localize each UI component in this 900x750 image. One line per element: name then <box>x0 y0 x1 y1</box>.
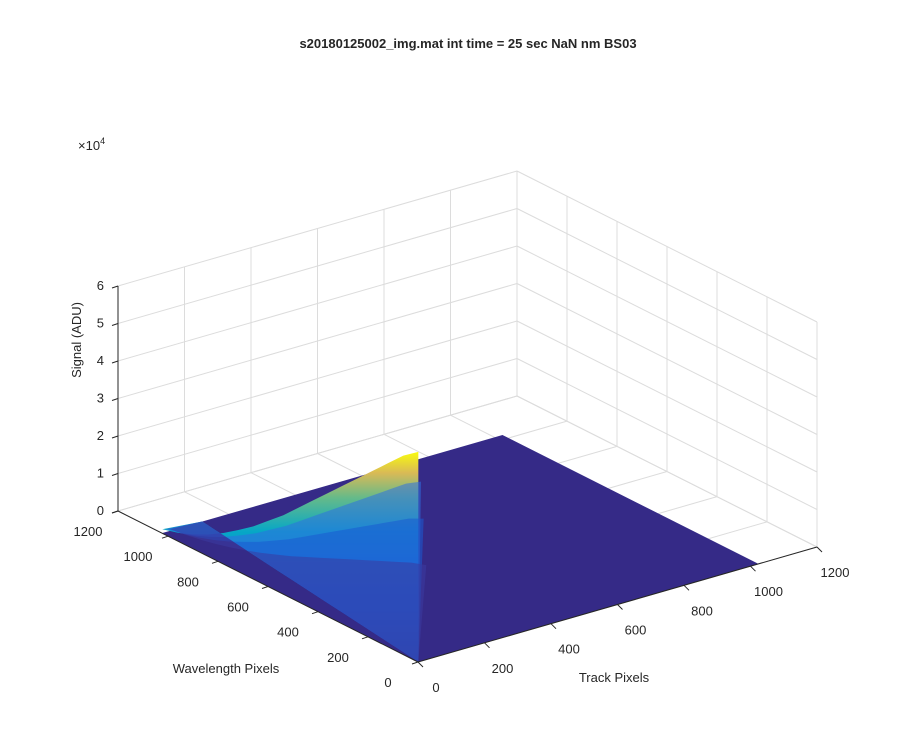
signal-tick-mark <box>111 323 119 326</box>
back-wall-grid-line <box>117 170 518 287</box>
track-tick-label: 200 <box>492 661 514 676</box>
signal-tick-label: 2 <box>97 428 104 443</box>
track-tick-label: 600 <box>625 623 647 638</box>
track-tick-label: 1200 <box>821 565 850 580</box>
signal-tick-mark <box>111 398 119 401</box>
signal-tick-label: 5 <box>97 316 104 331</box>
track-axis-label: Track Pixels <box>579 670 650 685</box>
signal-tick-label: 1 <box>97 466 104 481</box>
signal-tick-mark <box>111 285 119 289</box>
track-tick-mark <box>617 604 623 610</box>
signal-tick-mark <box>111 360 119 364</box>
track-tick-mark <box>683 584 690 591</box>
surface-ridge-band <box>167 518 424 662</box>
track-tick-label: 800 <box>691 603 713 618</box>
signal-tick-label: 6 <box>97 278 104 293</box>
track-tick-mark <box>484 642 490 649</box>
track-tick-label: 1000 <box>754 584 783 599</box>
signal-tick-label: 0 <box>97 503 104 518</box>
wavelength-tick-label: 0 <box>384 675 391 690</box>
side-wall-grid-line <box>516 358 818 510</box>
signal-tick-mark <box>111 473 119 476</box>
z-multiplier-exponent: 4 <box>100 136 105 146</box>
back-wall-grid-line <box>117 283 518 399</box>
surface-ridge-band <box>170 521 427 662</box>
track-tick-label: 400 <box>558 642 580 657</box>
signal-tick-label: 3 <box>97 391 104 406</box>
z-multiplier: ×104 <box>78 136 105 153</box>
wavelength-axis-label: Wavelength Pixels <box>173 661 280 676</box>
wavelength-tick-mark <box>411 661 419 665</box>
signal-tick-mark <box>111 510 119 514</box>
side-wall-grid-line <box>516 208 818 360</box>
track-tick-mark <box>750 565 756 572</box>
side-wall-grid-line <box>516 170 818 323</box>
side-wall-grid-line <box>516 245 818 398</box>
surface <box>162 435 759 662</box>
signal-tick-label: 4 <box>97 353 104 368</box>
wavelength-tick-mark <box>311 611 319 615</box>
axes <box>111 285 823 668</box>
surface-floor <box>162 435 759 662</box>
side-wall-grid-line <box>516 395 818 548</box>
back-wall-grid-line <box>117 208 518 324</box>
wavelength-tick-label: 400 <box>277 625 299 640</box>
track-tick-mark <box>550 623 557 630</box>
chart-title: s20180125002_img.mat int time = 25 sec N… <box>299 36 636 51</box>
track-tick-mark <box>417 661 424 668</box>
wavelength-tick-mark <box>361 636 369 640</box>
wavelength-tick-label: 1000 <box>124 549 153 564</box>
wavelength-tick-label: 800 <box>177 574 199 589</box>
wavelength-tick-mark <box>261 586 269 589</box>
signal-tick-mark <box>111 435 119 439</box>
wavelength-tick-label: 200 <box>327 650 349 665</box>
back-wall-grid-line <box>117 395 518 512</box>
z-multiplier-base: ×10 <box>78 138 100 153</box>
track-tick-mark <box>816 546 823 553</box>
side-wall-grid-line <box>516 283 818 435</box>
wavelength-tick-label: 600 <box>227 600 249 615</box>
track-tick-label: 0 <box>432 680 439 695</box>
back-wall-grid-line <box>117 320 518 437</box>
tick-labels: 0200400600800100012000200400600800100012… <box>74 278 850 695</box>
wavelength-tick-mark <box>161 535 169 539</box>
z-axis-label: Signal (ADU) <box>69 302 84 378</box>
back-wall-grid-line <box>117 358 518 474</box>
wavelength-tick-label: 1200 <box>74 524 103 539</box>
side-wall-grid-line <box>516 320 818 473</box>
wavelength-tick-mark <box>211 560 219 564</box>
back-wall-grid-line <box>117 245 518 362</box>
